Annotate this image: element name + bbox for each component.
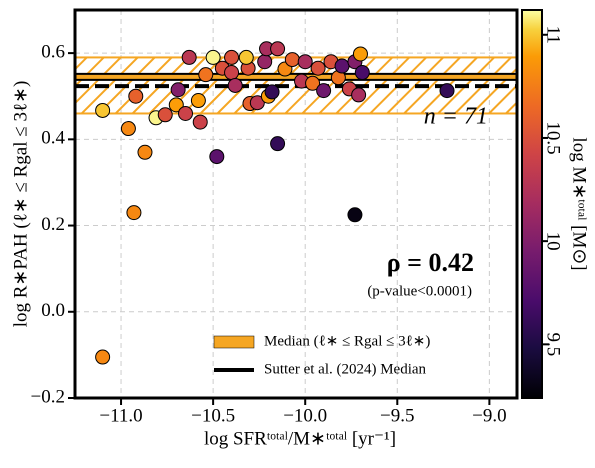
y-tick-label: 0.4 [41, 128, 65, 149]
point [170, 82, 186, 98]
point [192, 114, 208, 130]
point [310, 60, 326, 76]
point [347, 207, 363, 223]
annotation: (p-value<0.0001) [367, 283, 472, 299]
x-tick-label: −11.0 [99, 405, 142, 426]
x-axis-label: log SFRᵗᵒᵗᵃˡ/M∗ᵗᵒᵗᵃˡ [yr⁻¹] [204, 428, 396, 449]
x-tick-label: −9.0 [472, 405, 506, 426]
colorbar-label: log M∗ᵗᵒᵗᵃˡ [M⊙] [569, 137, 590, 270]
x-tick-label: −9.5 [380, 405, 414, 426]
point [238, 49, 254, 65]
annotation: ρ = 0.42 [387, 248, 474, 277]
point [305, 75, 321, 91]
colorbar-tick-label: 9.5 [543, 332, 564, 356]
plot-frame [73, 8, 519, 400]
point [270, 41, 286, 57]
point [120, 121, 136, 137]
point [128, 88, 144, 104]
point [439, 83, 455, 99]
point [95, 349, 111, 365]
point [168, 97, 184, 113]
point [297, 54, 313, 70]
colorbar-tick-label: 11 [543, 26, 564, 44]
point [316, 83, 332, 99]
point [198, 67, 214, 83]
point [178, 105, 193, 121]
point [284, 52, 300, 68]
point [190, 93, 206, 109]
y-tick-label: 0.6 [41, 41, 65, 62]
point [354, 65, 370, 81]
y-tick-label: −0.2 [31, 386, 65, 407]
legend-swatch [213, 335, 255, 349]
y-tick-label: 0.2 [41, 214, 65, 235]
x-tick-label: −10.0 [283, 405, 327, 426]
point [334, 58, 350, 74]
colorbar-tick-label: 10.5 [543, 121, 564, 154]
point [352, 46, 368, 62]
colorbar [521, 9, 543, 399]
colorbar-tick-label: 10 [543, 232, 564, 251]
point [95, 102, 111, 118]
point [209, 149, 225, 165]
point [126, 205, 142, 221]
point [264, 84, 280, 100]
point [351, 87, 367, 103]
point [205, 49, 221, 65]
point [181, 49, 197, 65]
y-tick-label: 0.0 [41, 300, 65, 321]
point [157, 107, 173, 123]
point [270, 136, 286, 152]
point [249, 95, 265, 111]
x-tick-label: −10.5 [191, 405, 235, 426]
legend-label: Median (ℓ∗ ≤ Rgal ≤ 3ℓ∗) [264, 333, 430, 349]
point [224, 65, 240, 81]
annotation: n = 71 [424, 104, 488, 130]
point [227, 77, 243, 93]
y-axis-label: log R∗PAH (ℓ∗ ≤ Rgal ≤ 3ℓ∗) [10, 81, 31, 328]
point [257, 54, 273, 70]
point [137, 144, 153, 160]
legend-label: Sutter et al. (2024) Median [264, 361, 427, 377]
point [224, 49, 240, 65]
